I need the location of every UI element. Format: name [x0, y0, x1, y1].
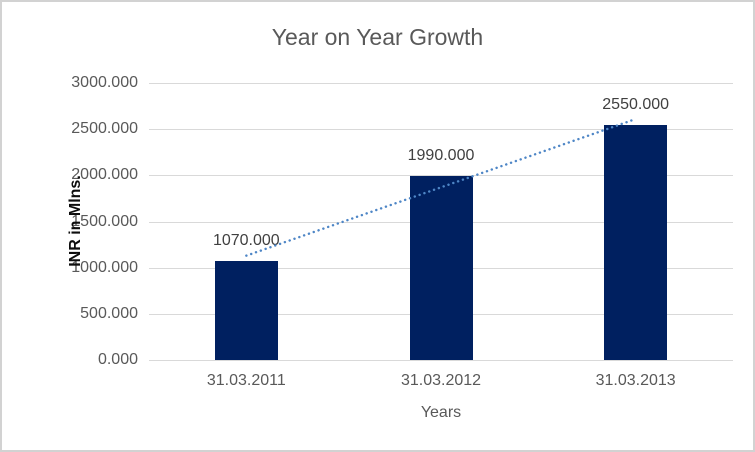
y-tick-label: 1000.000 — [71, 258, 138, 276]
y-tick-label: 2000.000 — [71, 166, 138, 184]
x-tick-label: 31.03.2013 — [595, 372, 676, 389]
bar-data-label: 1070.000 — [212, 232, 280, 250]
y-tick-label: 2500.000 — [71, 120, 138, 138]
y-tick-label: 3000.000 — [71, 74, 138, 91]
bar — [214, 261, 278, 360]
y-axis-title: INR in Mlns. — [66, 175, 84, 267]
y-tick-label: 1500.000 — [71, 212, 138, 230]
x-tick-label: 31.03.2011 — [206, 372, 286, 389]
bar — [604, 124, 668, 360]
chart-title: Year on Year Growth — [271, 24, 484, 50]
y-tick-label: 500.000 — [80, 304, 138, 322]
bar-data-label: 1990.000 — [407, 147, 475, 165]
bar — [409, 176, 473, 360]
x-tick-label: 31.03.2012 — [400, 372, 482, 389]
x-axis-title: Years — [420, 404, 462, 421]
gridline — [149, 360, 733, 361]
bar-data-label: 2550.000 — [602, 95, 670, 113]
y-tick-label: 0.000 — [97, 351, 138, 368]
gridline — [149, 83, 733, 84]
